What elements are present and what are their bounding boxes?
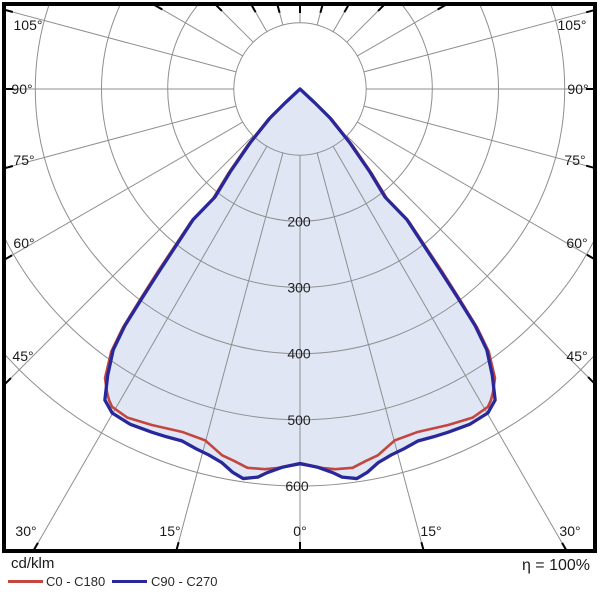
border-tick-300 (2, 254, 13, 262)
grid-ray-15 (316, 152, 424, 549)
legend-unit-label: cd/klm (11, 555, 55, 572)
border-tick-240 (153, 3, 163, 11)
border-tick-105 (585, 8, 597, 14)
legend-swatch-c90-c270 (112, 580, 147, 583)
border-tick-135 (377, 3, 386, 12)
border-ticks (2, 2, 597, 553)
border-tick-285 (2, 165, 14, 170)
gamma-label-6: 15° (159, 523, 180, 539)
grid-ray-345 (176, 152, 284, 549)
border-tick-315 (3, 377, 12, 386)
gamma-label-1: 90° (11, 81, 32, 97)
efficiency-label: η = 100% (521, 557, 590, 574)
border-tick-255 (2, 8, 14, 13)
border-tick-225 (214, 3, 223, 12)
ring-label-600: 600 (285, 478, 309, 494)
grid-ray-60 (357, 121, 593, 259)
border-tick-75 (585, 164, 597, 170)
curve-C90-C270 (103, 87, 497, 481)
border-tick-15 (420, 541, 425, 553)
ring-label-200: 200 (287, 213, 311, 229)
curves-layer (103, 87, 497, 481)
legend-label-c0-c180: C0 - C180 (46, 574, 106, 589)
border-tick-150 (343, 2, 351, 13)
gamma-label-2: 75° (13, 152, 34, 168)
gamma-label-4: 45° (12, 348, 33, 364)
legend-label-c90-c270: C90 - C270 (151, 574, 218, 589)
border-tick-195 (276, 2, 281, 14)
grid-ray-330 (33, 146, 268, 549)
gamma-label-3: 60° (13, 235, 34, 251)
grid-ray-30 (332, 146, 567, 549)
gamma-label-13: 90° (567, 81, 588, 97)
grid-ray-45 (346, 135, 593, 383)
gamma-label-14: 105° (558, 17, 587, 33)
grid-ray-255 (6, 9, 237, 73)
grid-ray-315 (6, 135, 254, 384)
border-tick-345 (175, 541, 180, 553)
gamma-label-7: 0° (293, 523, 306, 539)
gamma-label-9: 30° (559, 523, 580, 539)
ring-value-labels: 200 300 400 500 600 (285, 213, 311, 494)
gamma-label-8: 15° (420, 523, 441, 539)
ring-label-400: 400 (287, 346, 311, 362)
border-tick-120 (437, 3, 447, 11)
grid-ray-300 (6, 121, 243, 260)
ring-label-300: 300 (287, 280, 311, 296)
gamma-label-10: 45° (566, 348, 587, 364)
border-tick-330 (32, 542, 39, 553)
ring-label-500: 500 (287, 412, 311, 428)
border-tick-210 (249, 2, 257, 13)
legend-swatch-c0-c180 (8, 580, 43, 583)
border-tick-30 (561, 542, 568, 553)
border-tick-45 (587, 376, 596, 385)
gamma-labels: 105° 90° 75° 60° 45° 30° 15° 0° 15° 30° 45° 60° 75° 9… (11, 17, 588, 539)
gamma-label-5: 30° (15, 523, 36, 539)
border-tick-60 (586, 253, 597, 261)
grid-ray-75 (363, 105, 593, 169)
border-tick-165 (319, 2, 324, 14)
gamma-label-12: 75° (564, 152, 585, 168)
gamma-label-11: 60° (566, 235, 587, 251)
gamma-label-0: 105° (14, 17, 43, 33)
grid-ray-105 (363, 9, 593, 73)
grid-ray-285 (6, 105, 237, 169)
